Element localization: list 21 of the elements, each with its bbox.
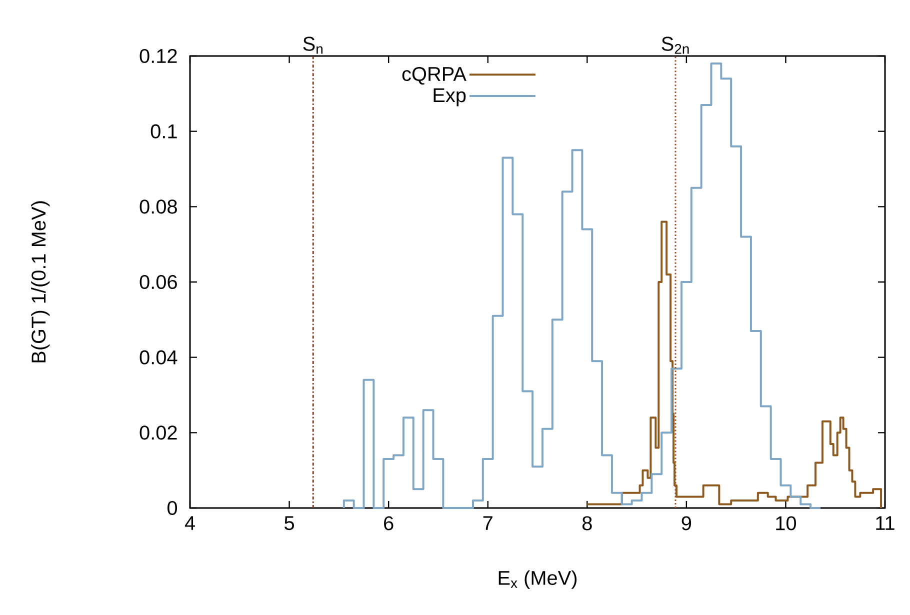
y-tick-label: 0.1 <box>150 124 177 138</box>
y-axis-title: B(GT) 1/(0.1 MeV) <box>31 201 50 362</box>
ref-line-label: S$_{n}$ <box>303 36 322 54</box>
y-tick-label: 0.06 <box>140 274 177 290</box>
y-tick-label: 0.12 <box>140 48 177 64</box>
y-tick-label: 0.04 <box>140 350 178 364</box>
y-tick-label: 0 <box>168 500 178 516</box>
legend-label: Exp <box>434 88 466 106</box>
x-tick-label: 9 <box>682 516 692 530</box>
legend-label: cQRPA <box>402 66 466 85</box>
x-tick-label: 11 <box>876 516 894 530</box>
x-tick-label: 8 <box>582 516 592 530</box>
x-tick-label: 6 <box>384 516 394 530</box>
x-tick-label: 5 <box>284 516 294 530</box>
y-tick-label: 0.08 <box>140 200 177 214</box>
x-tick-label: 7 <box>483 516 492 530</box>
ref-line-label: S$_{2n}$ <box>662 36 689 54</box>
x-tick-label: 4 <box>184 516 195 530</box>
y-tick-label: 0.02 <box>140 426 177 440</box>
x-tick-label: 10 <box>776 516 796 530</box>
x-axis-title: E$_{x}$ (MeV) <box>498 570 577 589</box>
